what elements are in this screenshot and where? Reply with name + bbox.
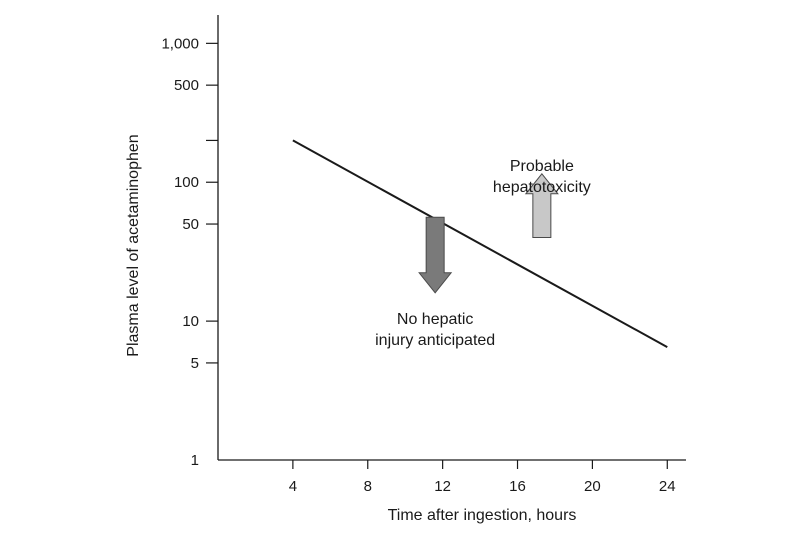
y-axis-ticks: 1 5 10 50 100 500 1,000	[161, 35, 218, 469]
annotations-layer: Probable hepatotoxicity No hepatic injury a…	[375, 158, 591, 349]
y-axis-label: Plasma level of acetaminophen	[125, 134, 142, 356]
y-tick-label: 10	[182, 313, 199, 330]
x-tick-label: 4	[289, 478, 297, 495]
x-axis-ticks: 4 8 12 16 20 24	[289, 460, 676, 495]
annotation-text: hepatotoxicity	[493, 179, 591, 196]
annotation-text: Probable	[510, 158, 574, 175]
y-tick-label: 50	[182, 216, 199, 233]
series-layer	[292, 139, 668, 348]
x-tick-label: 16	[509, 478, 526, 495]
x-tick-label: 12	[434, 478, 451, 495]
x-tick-label: 20	[584, 478, 601, 495]
series-line	[292, 139, 668, 348]
y-tick-label: 1,000	[161, 35, 199, 52]
x-axis-label: Time after ingestion, hours	[388, 507, 577, 524]
arrow-down-icon	[418, 216, 453, 294]
x-tick-label: 24	[659, 478, 676, 495]
axes	[217, 15, 686, 461]
annotation-text: injury anticipated	[375, 332, 495, 349]
arrow-up-icon	[524, 173, 559, 238]
y-tick-label: 5	[191, 355, 199, 372]
y-tick-label: 1	[191, 452, 199, 469]
y-tick-label: 100	[174, 174, 199, 191]
y-tick-label: 500	[174, 77, 199, 94]
x-tick-label: 8	[364, 478, 372, 495]
annotation-text: No hepatic	[397, 311, 474, 328]
